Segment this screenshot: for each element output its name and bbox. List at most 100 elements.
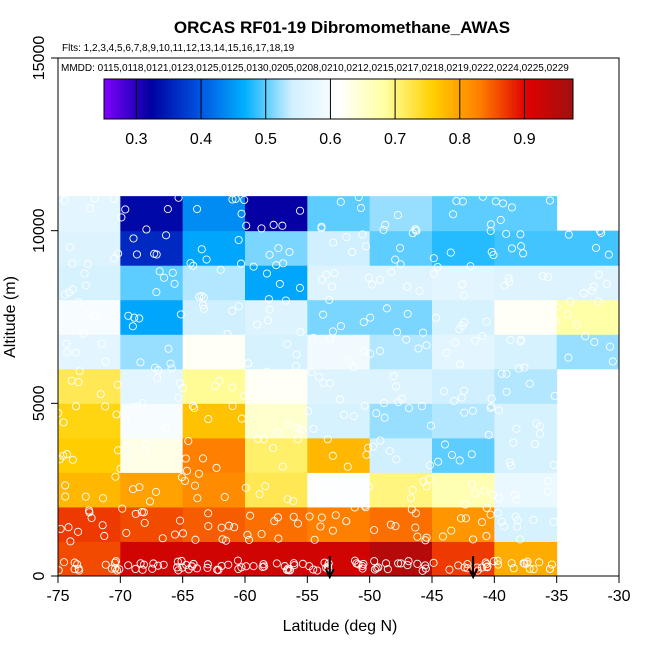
- sample-point: [507, 244, 516, 253]
- sample-point: [109, 194, 118, 203]
- heatmap-cell: [120, 541, 184, 577]
- sample-point: [114, 446, 123, 455]
- sample-point: [520, 363, 529, 372]
- heatmap-cell: [307, 368, 371, 404]
- sample-point: [74, 298, 83, 307]
- sample-point: [199, 304, 208, 313]
- sample-point: [509, 564, 518, 573]
- sample-point: [193, 205, 202, 214]
- sample-point: [564, 230, 573, 239]
- flights-label: Flts: 1,2,3,4,5,6,7,8,9,10,11,12,13,14,1…: [62, 43, 295, 54]
- sample-point: [241, 483, 250, 492]
- sample-point: [497, 517, 506, 526]
- x-tick-label: -30: [607, 588, 630, 605]
- sample-point: [484, 430, 493, 439]
- sample-point: [124, 561, 133, 570]
- sample-point: [342, 232, 351, 242]
- sample-point: [336, 197, 345, 206]
- heatmap-cell: [369, 403, 433, 439]
- sample-point: [166, 359, 175, 368]
- sample-point: [460, 408, 469, 417]
- sample-point: [456, 514, 466, 523]
- sample-point: [486, 226, 495, 235]
- sample-point: [517, 242, 526, 251]
- heatmap-cell: [307, 265, 371, 301]
- sample-point: [85, 204, 95, 213]
- sample-point: [411, 226, 420, 235]
- sample-point: [507, 203, 516, 212]
- sample-point: [70, 558, 79, 567]
- heatmap-cell: [245, 334, 308, 370]
- heatmap-cell: [120, 265, 184, 301]
- sample-point: [61, 492, 70, 501]
- sample-point: [121, 205, 130, 214]
- sample-point: [221, 337, 230, 346]
- sample-point: [422, 341, 431, 350]
- sample-point: [376, 275, 385, 284]
- heatmap-cell: [494, 265, 558, 301]
- sample-point: [380, 413, 389, 422]
- heatmap-cell: [120, 299, 184, 335]
- sample-point: [204, 522, 213, 531]
- sample-point: [199, 293, 208, 302]
- sample-point: [118, 504, 127, 513]
- sample-point: [510, 490, 519, 499]
- sample-point: [223, 329, 232, 338]
- sample-point: [454, 561, 463, 570]
- sample-point: [320, 558, 329, 567]
- sample-point: [440, 387, 449, 396]
- sample-point: [307, 367, 316, 377]
- sample-point: [403, 309, 412, 318]
- sample-point: [482, 317, 491, 326]
- sample-point: [90, 194, 99, 203]
- heatmap-cell: [245, 403, 308, 439]
- sample-point: [158, 534, 167, 543]
- sample-point: [425, 475, 434, 484]
- sample-point: [224, 521, 234, 530]
- sample-point: [68, 259, 77, 268]
- sample-point: [197, 245, 206, 254]
- sample-point: [221, 536, 231, 545]
- sample-point: [161, 231, 171, 240]
- sample-point: [243, 530, 252, 539]
- sample-point: [381, 220, 390, 229]
- sample-point: [128, 322, 137, 331]
- sample-point: [293, 423, 302, 433]
- sample-point: [100, 531, 109, 541]
- sample-point: [189, 261, 198, 270]
- heatmap-cell: [120, 334, 184, 370]
- heatmap-cell: [369, 230, 433, 266]
- heatmap-cell: [494, 368, 558, 404]
- sample-point: [411, 509, 420, 518]
- sample-point: [404, 404, 414, 413]
- sample-point: [566, 297, 575, 306]
- heatmap-cell: [369, 299, 433, 335]
- sample-point: [233, 556, 242, 565]
- heatmap-cell: [245, 230, 308, 266]
- sample-point: [349, 412, 358, 421]
- sample-point: [61, 481, 70, 490]
- sample-point: [530, 439, 539, 449]
- sample-point: [413, 559, 422, 568]
- sample-point: [56, 524, 65, 534]
- axes: -75 -70 -65 -60 -55 -50 -45 -40 -35 -30 0 5000 10000…: [31, 36, 631, 605]
- sample-point: [71, 402, 81, 411]
- heatmap-cell: [556, 299, 620, 335]
- heatmap-cell: [432, 230, 495, 266]
- sample-point: [364, 273, 373, 282]
- sample-point: [385, 447, 394, 456]
- sample-point: [142, 440, 151, 449]
- sample-point: [228, 195, 237, 204]
- sample-point: [186, 259, 195, 268]
- sample-point: [493, 508, 502, 517]
- sample-point: [70, 565, 79, 574]
- sample-point: [442, 348, 451, 357]
- sample-point: [551, 317, 560, 326]
- sample-point: [63, 348, 72, 357]
- sample-point: [173, 557, 182, 566]
- sample-point: [486, 403, 495, 413]
- sample-point: [467, 450, 476, 459]
- sample-point: [264, 316, 273, 325]
- sample-point: [259, 560, 268, 569]
- sample-point: [364, 482, 373, 491]
